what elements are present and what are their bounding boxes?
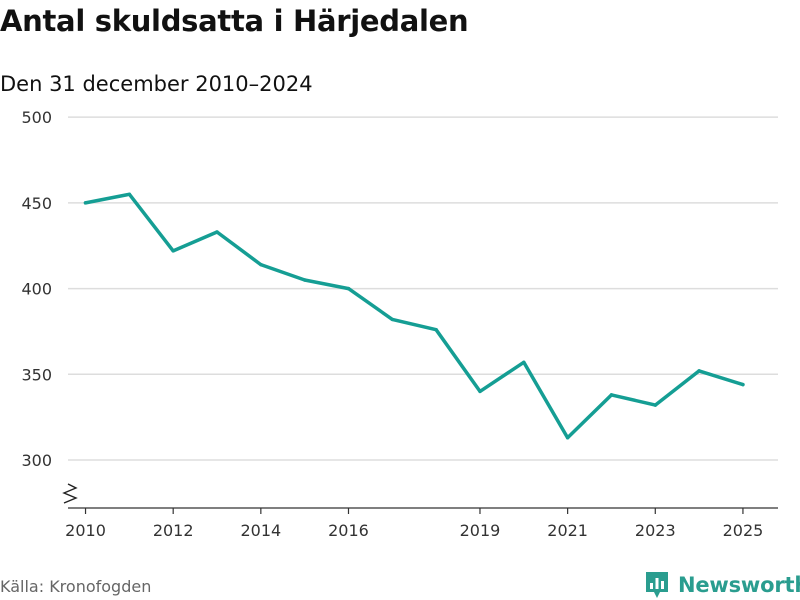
x-tick-label: 2010 xyxy=(65,521,106,540)
chart-title: Antal skuldsatta i Härjedalen xyxy=(0,4,469,38)
line-chart: 300 350 400 450 500 2010 2012 2014 2016 2019 2021 2… xyxy=(21,108,778,540)
x-tick-label: 2014 xyxy=(240,521,281,540)
brand-name: Newsworthy xyxy=(678,573,800,597)
data-point xyxy=(522,360,526,364)
y-tick-label: 400 xyxy=(21,280,52,299)
data-point xyxy=(741,382,745,387)
data-point xyxy=(697,369,701,373)
y-tick-label: 450 xyxy=(21,194,52,213)
x-tick-label: 2019 xyxy=(460,521,501,540)
data-point xyxy=(434,328,438,332)
data-point xyxy=(171,249,175,253)
data-point xyxy=(346,286,351,291)
brand-logo: Newsworthy xyxy=(644,570,800,600)
bar-chart-logo-icon xyxy=(646,572,668,598)
data-point xyxy=(259,262,263,267)
data-point xyxy=(83,201,88,205)
x-tick-label: 2016 xyxy=(328,521,369,540)
series-line xyxy=(83,192,745,440)
x-tick-label: 2025 xyxy=(723,521,764,540)
data-point xyxy=(390,317,395,322)
data-point xyxy=(478,389,482,394)
y-tick-label: 500 xyxy=(21,108,52,127)
data-point xyxy=(609,393,614,397)
y-tick-label: 350 xyxy=(21,365,52,384)
data-point xyxy=(302,278,307,282)
data-point xyxy=(215,230,219,234)
data-point xyxy=(565,436,570,440)
x-tick-label: 2021 xyxy=(547,521,588,540)
axis-break-icon xyxy=(62,483,78,504)
source-note: Källa: Kronofogden xyxy=(0,577,152,596)
chart-subtitle: Den 31 december 2010–2024 xyxy=(0,72,313,96)
data-point xyxy=(127,192,132,196)
x-tick-label: 2012 xyxy=(153,521,194,540)
x-tick-label: 2023 xyxy=(635,521,676,540)
y-tick-label: 300 xyxy=(21,451,52,470)
data-point xyxy=(653,403,657,407)
